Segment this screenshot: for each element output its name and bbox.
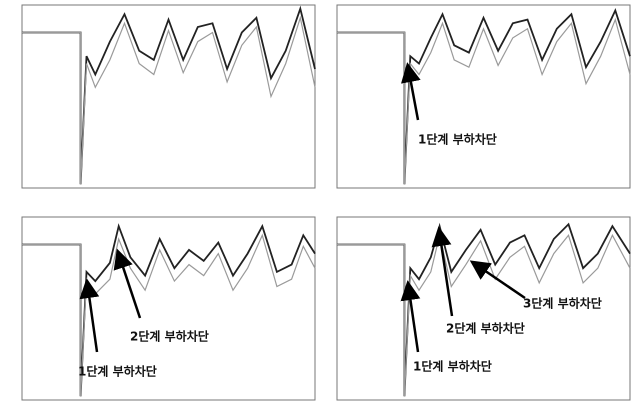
plot-frame <box>21 4 316 189</box>
annotation: 1단계 부하차단 <box>418 132 497 147</box>
arrow <box>113 248 142 319</box>
annotation: 2단계 부하차단 <box>130 329 209 344</box>
series-line <box>22 5 316 185</box>
annotation: 3단계 부하차단 <box>523 296 602 311</box>
arrow <box>469 260 526 300</box>
plot-frame <box>336 4 631 189</box>
series-line <box>337 222 631 397</box>
series-line <box>22 223 316 397</box>
series-line <box>337 8 631 185</box>
annotation: 2단계 부하차단 <box>446 321 525 336</box>
arrow <box>401 62 421 121</box>
series-line <box>337 233 631 397</box>
series-line <box>22 15 316 185</box>
annotation: 1단계 부하차단 <box>413 359 492 374</box>
arrow <box>79 278 100 353</box>
annotation: 1단계 부하차단 <box>78 364 157 379</box>
plots <box>21 4 631 401</box>
arrow <box>431 226 454 317</box>
arrow <box>400 280 421 353</box>
